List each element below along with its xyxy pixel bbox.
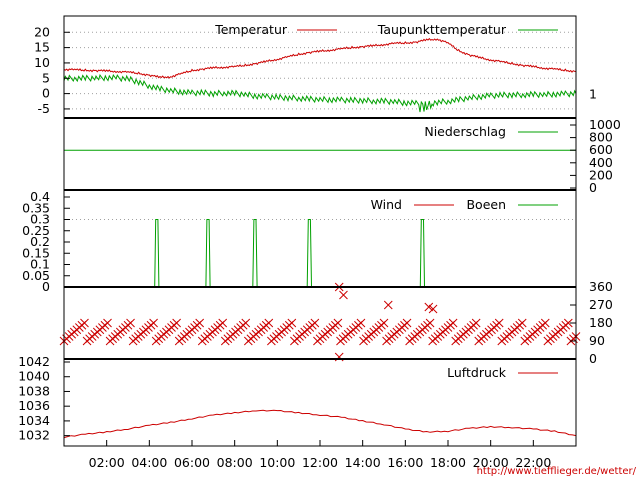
direction-marker xyxy=(428,304,438,314)
direction-marker xyxy=(149,318,158,328)
direction-marker xyxy=(333,318,343,328)
direction-marker xyxy=(471,318,481,328)
pressure-ytick-label: 1038 xyxy=(18,383,50,398)
direction-ytick-label: 360 xyxy=(589,279,613,294)
pressure-ytick-label: 1032 xyxy=(18,428,50,443)
gusts-line xyxy=(64,219,576,288)
temp-ytick-label: 15 xyxy=(34,40,50,55)
precip-ytick-label: 200 xyxy=(589,167,613,182)
frame-layer xyxy=(63,15,577,447)
x-tick-label: 04:00 xyxy=(131,455,167,470)
pressure-ytick-label: 1034 xyxy=(18,413,50,428)
direction-marker xyxy=(195,318,205,328)
direction-marker xyxy=(287,318,297,328)
direction-marker xyxy=(241,318,251,328)
chart-frame xyxy=(63,15,577,447)
precip-ytick-label: 0 xyxy=(589,180,597,195)
direction-marker xyxy=(402,318,412,328)
x-tick-label: 02:00 xyxy=(89,455,125,470)
precip-ytick-label: 400 xyxy=(589,155,613,170)
direction-ytick-label: 0 xyxy=(589,351,597,366)
direction-marker xyxy=(448,318,458,328)
direction-marker xyxy=(103,318,112,328)
wind-ytick-label: 0.25 xyxy=(22,223,50,238)
precipitation-legend-label: Niederschlag xyxy=(424,124,506,139)
wind-ytick-label: 0.15 xyxy=(22,245,50,260)
wind-ytick-label: 0.2 xyxy=(30,234,50,249)
precip-ytick-label: 800 xyxy=(589,130,613,145)
pressure-ytick-label: 1040 xyxy=(18,369,50,384)
x-tick-label: 12:00 xyxy=(302,455,338,470)
precip-ytick-label: 600 xyxy=(589,142,613,157)
direction-marker xyxy=(494,318,504,328)
pressure-ytick-label: 1036 xyxy=(18,398,50,413)
direction-marker xyxy=(425,318,435,328)
wind-ytick-label: 0 xyxy=(42,279,50,294)
direction-marker xyxy=(264,318,274,328)
gusts-legend-label: Boeen xyxy=(466,197,506,212)
x-tick-label: 22:00 xyxy=(515,455,551,470)
credit-url[interactable]: http://www.tiefflieger.de/wetter/ xyxy=(477,466,637,477)
direction-marker xyxy=(218,318,228,328)
direction-marker xyxy=(517,318,527,328)
dewpoint-line xyxy=(63,73,577,113)
wind-ytick-label: 0.3 xyxy=(30,212,50,227)
x-tick-label: 16:00 xyxy=(387,455,423,470)
direction-marker xyxy=(310,318,320,328)
pressure-ytick-label: 1042 xyxy=(18,354,50,369)
direction-marker xyxy=(126,318,135,328)
wind-ytick-label: 0.05 xyxy=(22,268,50,283)
temp-right-label: 1 xyxy=(589,87,597,102)
wind-ytick-label: 0.1 xyxy=(30,257,50,272)
x-tick-label: 06:00 xyxy=(174,455,210,470)
direction-ytick-label: 180 xyxy=(589,315,613,330)
direction-ytick-label: 90 xyxy=(589,333,605,348)
direction-marker xyxy=(383,300,393,310)
direction-marker xyxy=(339,290,348,300)
x-tick-label: 08:00 xyxy=(217,455,253,470)
direction-marker xyxy=(80,318,89,328)
pressure-line xyxy=(63,409,577,439)
direction-marker xyxy=(540,318,550,328)
x-tick-label: 20:00 xyxy=(473,455,509,470)
temp-ytick-label: 5 xyxy=(42,70,50,85)
direction-marker xyxy=(424,302,434,312)
direction-marker xyxy=(172,318,181,328)
temp-ytick-label: 10 xyxy=(34,55,50,70)
temperature-line xyxy=(63,37,577,79)
grid-layer xyxy=(64,31,576,220)
temp-ytick-label: 0 xyxy=(42,86,50,101)
direction-marker xyxy=(563,318,573,328)
wind-ytick-label: 0.35 xyxy=(22,200,50,215)
pressure-legend-label: Luftdruck xyxy=(447,365,507,380)
temp-ytick-label: 20 xyxy=(34,24,50,39)
x-tick-label: 10:00 xyxy=(259,455,295,470)
direction-marker xyxy=(379,318,389,328)
wind-legend-label: Wind xyxy=(371,197,402,212)
wind-ytick-label: 0.4 xyxy=(30,189,50,204)
precip-ytick-label: 1000 xyxy=(589,117,621,132)
x-tick-label: 14:00 xyxy=(345,455,381,470)
direction-ytick-label: 270 xyxy=(589,297,613,312)
temperature-legend-label: Temperatur xyxy=(214,22,288,37)
temp-ytick-label: -5 xyxy=(38,101,50,116)
dewpoint-legend-label: Taupunkttemperatur xyxy=(377,22,507,37)
direction-marker xyxy=(356,318,366,328)
x-tick-label: 18:00 xyxy=(430,455,466,470)
